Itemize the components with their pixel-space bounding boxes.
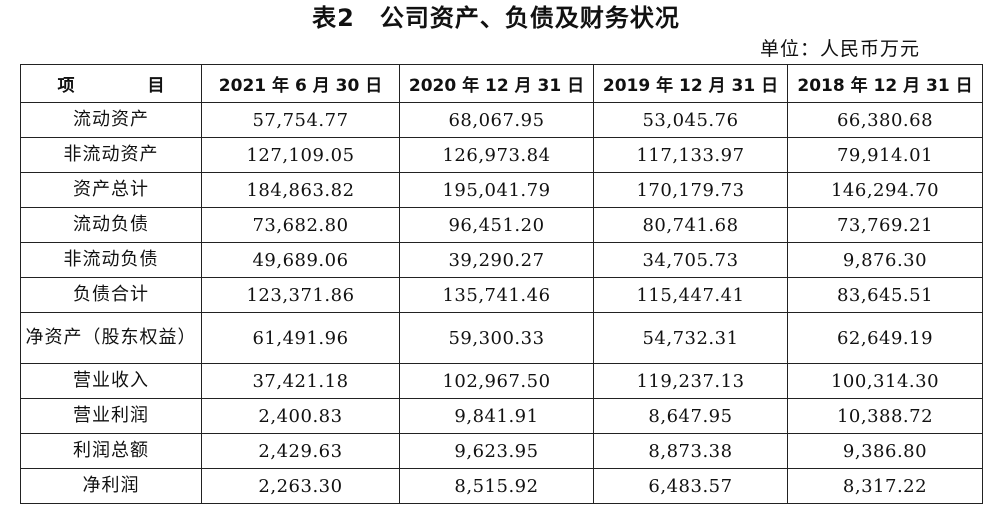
table-cell: 127,109.05 [201,137,400,173]
table-cell: 8,647.95 [593,398,788,434]
table-cell: 66,380.68 [787,102,983,138]
row-label: 流动资产 [20,102,202,138]
table-row: 净资产（股东权益） 61,491.96 59,300.33 54,732.31 … [20,312,983,364]
row-label: 非流动负债 [20,242,202,278]
table-cell: 102,967.50 [399,363,594,399]
column-header-2021-06-30: 2021 年 6 月 30 日 [201,64,400,103]
table-row: 负债合计 123,371.86 135,741.46 115,447.41 83… [20,277,983,313]
row-label: 利润总额 [20,433,202,469]
table-cell: 96,451.20 [399,207,594,243]
table-cell: 9,841.91 [399,398,594,434]
table-cell: 61,491.96 [201,312,400,364]
table-cell: 100,314.30 [787,363,983,399]
column-header-item: 项 目 [20,64,202,103]
table-cell: 8,873.38 [593,433,788,469]
financial-table: 项 目 2021 年 6 月 30 日 2020 年 12 月 31 日 201… [20,64,983,504]
table-cell: 9,876.30 [787,242,983,278]
table-cell: 9,386.80 [787,433,983,469]
table-row: 非流动负债 49,689.06 39,290.27 34,705.73 9,87… [20,242,983,278]
row-label: 净利润 [20,468,202,504]
table-cell: 39,290.27 [399,242,594,278]
table-cell: 9,623.95 [399,433,594,469]
table-cell: 8,515.92 [399,468,594,504]
table-cell: 62,649.19 [787,312,983,364]
row-label: 营业利润 [20,398,202,434]
table-cell: 53,045.76 [593,102,788,138]
table-row: 流动负债 73,682.80 96,451.20 80,741.68 73,76… [20,207,983,243]
table-cell: 184,863.82 [201,172,400,208]
table-cell: 126,973.84 [399,137,594,173]
table-cell: 37,421.18 [201,363,400,399]
table-cell: 115,447.41 [593,277,788,313]
table-cell: 8,317.22 [787,468,983,504]
table-row: 营业利润 2,400.83 9,841.91 8,647.95 10,388.7… [20,398,983,434]
row-label: 非流动资产 [20,137,202,173]
table-cell: 6,483.57 [593,468,788,504]
table-row: 净利润 2,263.30 8,515.92 6,483.57 8,317.22 [20,468,983,504]
table-cell: 68,067.95 [399,102,594,138]
column-header-2019-12-31: 2019 年 12 月 31 日 [593,64,788,103]
row-label: 净资产（股东权益） [20,312,202,364]
table-cell: 57,754.77 [201,102,400,138]
table-cell: 34,705.73 [593,242,788,278]
table-cell: 83,645.51 [787,277,983,313]
table-cell: 146,294.70 [787,172,983,208]
table-cell: 117,133.97 [593,137,788,173]
table-row: 营业收入 37,421.18 102,967.50 119,237.13 100… [20,363,983,399]
row-label: 资产总计 [20,172,202,208]
table-row: 非流动资产 127,109.05 126,973.84 117,133.97 7… [20,137,983,173]
table-cell: 10,388.72 [787,398,983,434]
table-cell: 49,689.06 [201,242,400,278]
row-label: 流动负债 [20,207,202,243]
header-row: 项 目 2021 年 6 月 30 日 2020 年 12 月 31 日 201… [20,64,983,103]
table-cell: 123,371.86 [201,277,400,313]
table-cell: 2,263.30 [201,468,400,504]
table-cell: 135,741.46 [399,277,594,313]
table-cell: 79,914.01 [787,137,983,173]
table-cell: 195,041.79 [399,172,594,208]
table-cell: 59,300.33 [399,312,594,364]
table-title: 表2 公司资产、负债及财务状况 [312,4,680,32]
unit-label: 单位：人民币万元 [759,38,920,60]
table-cell: 80,741.68 [593,207,788,243]
column-header-2018-12-31: 2018 年 12 月 31 日 [787,64,983,103]
table-cell: 73,769.21 [787,207,983,243]
table-cell: 2,429.63 [201,433,400,469]
table-cell: 170,179.73 [593,172,788,208]
table-row: 利润总额 2,429.63 9,623.95 8,873.38 9,386.80 [20,433,983,469]
table-row: 资产总计 184,863.82 195,041.79 170,179.73 14… [20,172,983,208]
table-row: 流动资产 57,754.77 68,067.95 53,045.76 66,38… [20,102,983,138]
row-label: 负债合计 [20,277,202,313]
row-label: 营业收入 [20,363,202,399]
table-cell: 119,237.13 [593,363,788,399]
table-cell: 54,732.31 [593,312,788,364]
table-cell: 2,400.83 [201,398,400,434]
column-header-2020-12-31: 2020 年 12 月 31 日 [399,64,594,103]
table-cell: 73,682.80 [201,207,400,243]
